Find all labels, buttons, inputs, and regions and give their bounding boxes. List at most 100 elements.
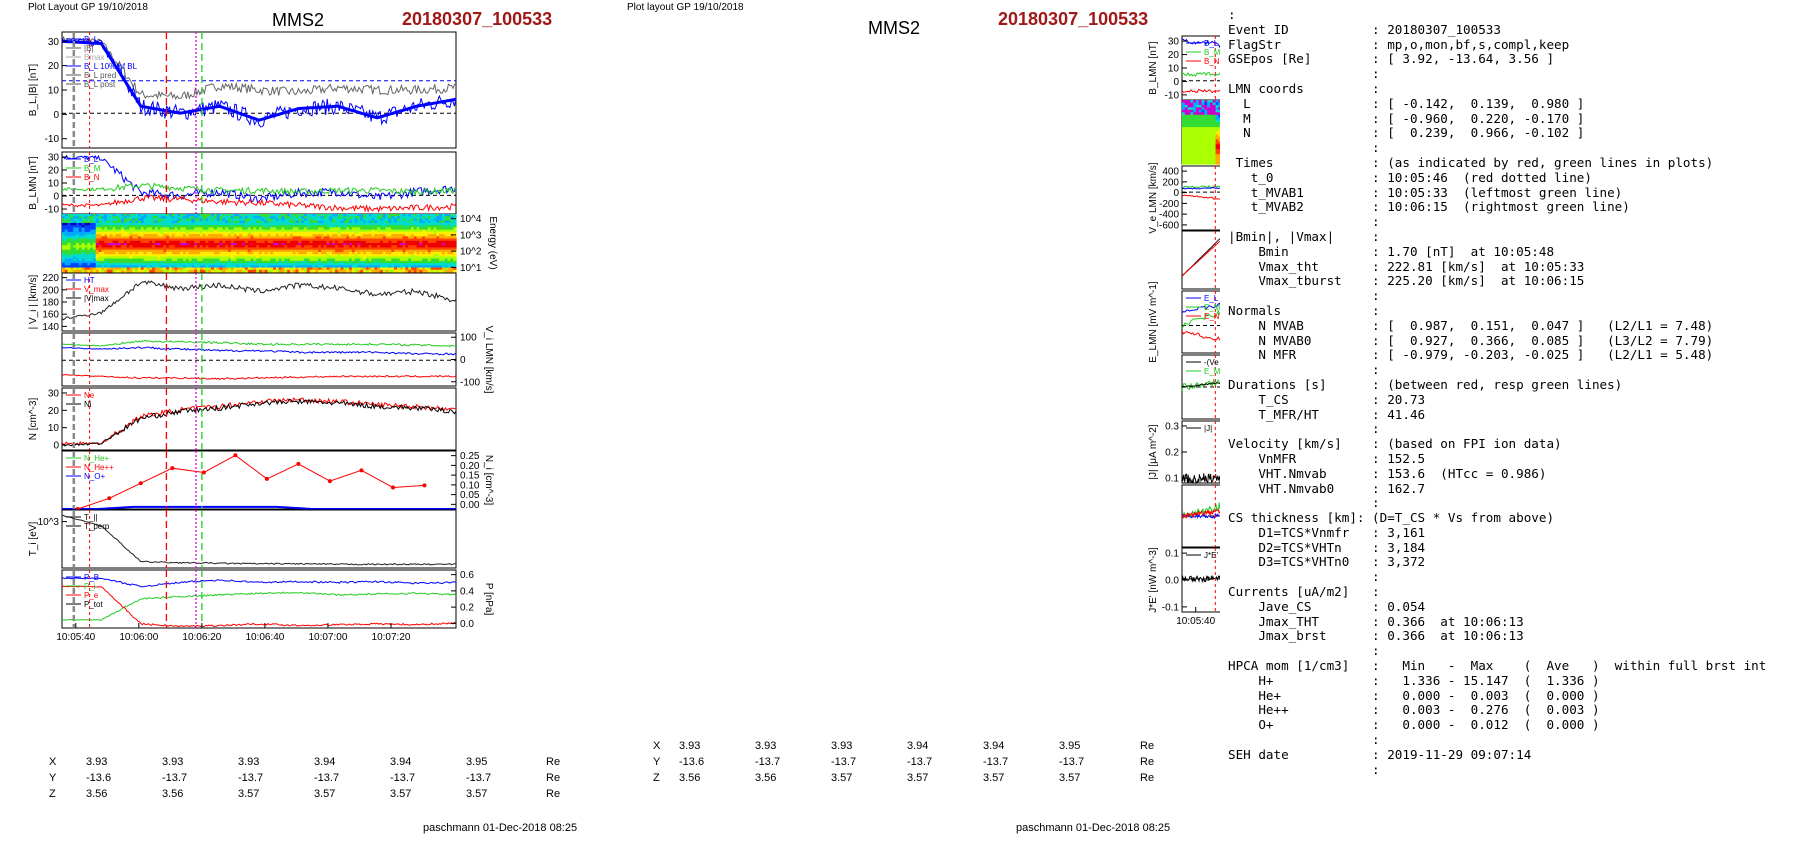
spectrogram-cell — [312, 240, 316, 244]
spectrogram-cell — [312, 216, 316, 220]
spectrogram-cell — [374, 238, 378, 242]
spectrogram-cell — [270, 249, 274, 253]
spectrogram-cell — [365, 260, 370, 264]
spectrogram-cell — [278, 229, 283, 233]
spectrogram-cell — [84, 236, 88, 240]
spectrogram-cell — [301, 247, 305, 251]
spectrogram-cell — [360, 267, 364, 271]
spectrogram-cell — [1215, 139, 1219, 143]
y-tick-label: 0.00 — [460, 500, 480, 511]
spectrogram-cell — [447, 231, 451, 235]
spectrogram-cell — [213, 220, 218, 224]
spectrogram-cell — [433, 260, 437, 264]
spectrogram-cell — [427, 229, 432, 233]
spectrogram-cell — [284, 254, 288, 257]
spectrogram-cell — [146, 256, 150, 260]
spectrogram-cell — [312, 258, 316, 262]
spectrogram-cell — [135, 245, 139, 249]
spectrogram-cell — [450, 263, 454, 266]
spectrogram-cell — [70, 243, 74, 246]
panel-frame — [61, 272, 457, 332]
spectrogram-cell — [396, 258, 401, 262]
spectrogram-cell — [225, 220, 229, 224]
spectrogram-cell — [143, 243, 148, 246]
spectrogram-cell — [408, 227, 412, 231]
spectrogram-cell — [323, 260, 328, 264]
spectrogram-cell — [101, 214, 105, 217]
spectrogram-cell — [205, 243, 209, 246]
spectrogram-cell — [371, 245, 375, 249]
spectrogram-cell — [194, 254, 198, 257]
spectrogram-cell — [298, 220, 302, 224]
spectrogram-cell — [73, 265, 77, 269]
spectrogram-cell — [185, 227, 190, 231]
spectrogram-cell — [76, 234, 80, 237]
spectrogram-cell — [1198, 114, 1203, 118]
spectrogram-cell — [219, 256, 224, 260]
spectrogram-cell — [123, 240, 128, 244]
spectrogram-cell — [239, 254, 243, 257]
spectrogram-cell — [388, 243, 392, 246]
spectrogram-cell — [183, 260, 187, 264]
spectrogram-cell — [253, 251, 257, 255]
spectrogram-cell — [360, 231, 364, 235]
spectrogram-cell — [107, 227, 111, 231]
spectrogram-cell — [281, 218, 285, 222]
spectrogram-cell — [278, 231, 283, 235]
spectrogram-cell — [137, 231, 142, 235]
spectrogram-cell — [1210, 124, 1214, 128]
spectrogram-cell — [76, 251, 80, 255]
spectrogram-cell — [413, 220, 418, 224]
spectrogram-cell — [166, 263, 170, 266]
spectrogram-cell — [332, 267, 336, 271]
spectrogram-cell — [334, 216, 339, 220]
spectrogram-cell — [326, 267, 330, 271]
spectrogram-cell — [295, 249, 299, 253]
spectrogram-cell — [340, 245, 345, 249]
spectrogram-cell — [76, 227, 80, 231]
x-tick-label: 10:05:40 — [56, 632, 95, 643]
spectrogram-cell — [427, 220, 432, 224]
spectrogram-cell — [298, 225, 302, 228]
spectrogram-cell — [166, 225, 170, 228]
spectrogram-cell — [247, 238, 252, 242]
spectrogram-cell — [98, 236, 102, 240]
spectrogram-cell — [149, 240, 153, 244]
spectrogram-cell — [320, 229, 325, 233]
spectrogram-cell — [140, 220, 145, 224]
spectrogram-cell — [149, 247, 153, 251]
spectrogram-cell — [1196, 104, 1200, 108]
spectrogram-cell — [320, 216, 325, 220]
spectrogram-cell — [64, 254, 69, 257]
spectrogram-cell — [284, 238, 288, 242]
spectrogram-cell — [191, 240, 195, 244]
spectrogram-cell — [318, 231, 322, 235]
spectrogram-cell — [349, 234, 353, 237]
spectrogram-cell — [1182, 144, 1186, 148]
spectrogram-cell — [396, 218, 401, 222]
spectrogram-cell — [205, 269, 209, 273]
spectrogram-cell — [394, 222, 398, 226]
spectrogram-cell — [444, 247, 449, 251]
spectrogram-cell — [385, 256, 390, 260]
spectrogram-cell — [391, 265, 395, 269]
spectrogram-cell — [281, 243, 285, 246]
spectrogram-cell — [1207, 122, 1211, 126]
spectrogram-cell — [439, 256, 443, 260]
spectrogram-cell — [213, 236, 218, 240]
spectrogram-cell — [402, 222, 406, 226]
spectrogram-cell — [67, 229, 72, 233]
spectrogram-cell — [410, 249, 415, 253]
spectrogram-cell — [1212, 114, 1217, 118]
spectrogram-cell — [360, 227, 364, 231]
spectrogram-cell — [216, 265, 221, 269]
spectrogram-cell — [410, 231, 415, 235]
spectrogram-cell — [346, 251, 350, 255]
spectrogram-cell — [67, 260, 72, 264]
spectrogram-cell — [73, 236, 77, 240]
spectrogram-cell — [394, 269, 398, 273]
spectrogram-cell — [143, 216, 148, 220]
spectrogram-cell — [185, 234, 190, 237]
spectrogram-cell — [157, 220, 162, 224]
spectrogram-cell — [413, 265, 418, 269]
